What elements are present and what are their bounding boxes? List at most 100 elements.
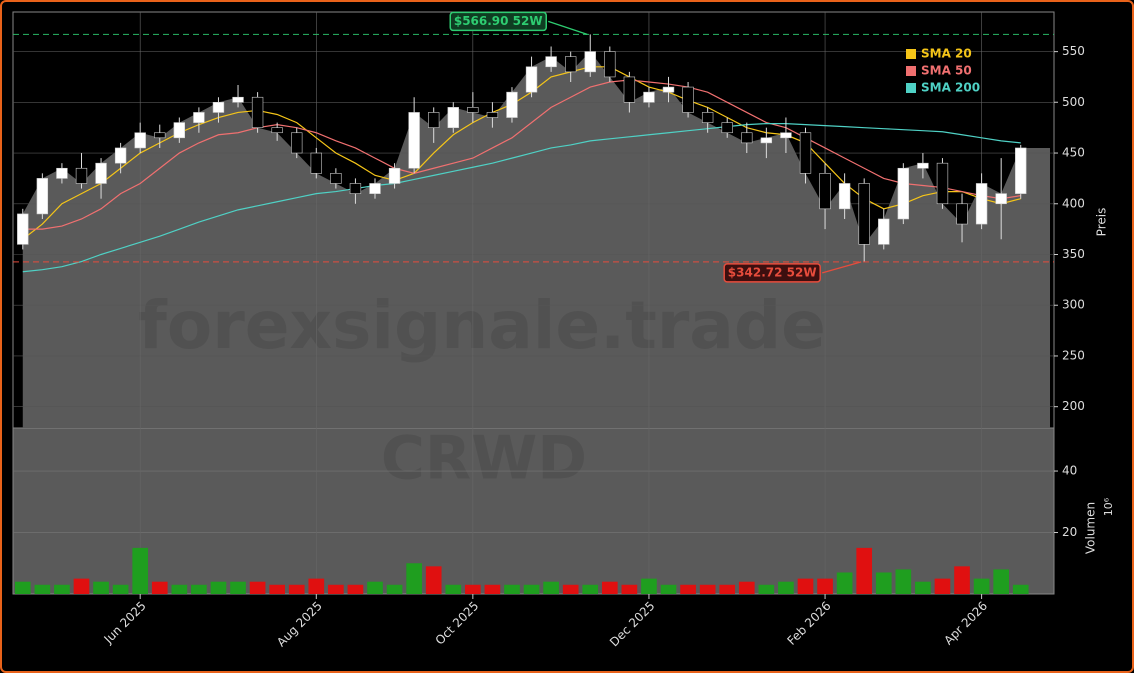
x-tick-label: Oct 2025 <box>433 599 482 648</box>
y-tick-label: 500 <box>1062 95 1085 109</box>
candle-body <box>584 51 596 73</box>
volume-bar <box>582 584 599 594</box>
candle-body <box>564 56 577 73</box>
y-tick-label: 200 <box>1062 399 1085 413</box>
candle-body <box>780 132 792 139</box>
volume-bar <box>171 584 188 594</box>
volume-bar <box>895 569 912 594</box>
legend-swatch <box>906 66 916 76</box>
volume-bar <box>210 581 227 594</box>
volume-bar <box>347 584 364 594</box>
volume-bar <box>562 584 579 594</box>
volume-bar <box>14 581 31 594</box>
candle-body <box>447 107 459 128</box>
volume-bar <box>230 581 246 594</box>
y-tick-label: 250 <box>1062 348 1085 362</box>
y-tick-label: 40 <box>1062 464 1077 478</box>
candle-body <box>232 96 244 103</box>
candle-body <box>604 51 616 78</box>
volume-bar <box>954 566 970 594</box>
candle-body <box>193 112 205 123</box>
volume-bar <box>601 581 618 594</box>
volume-bar <box>367 581 383 594</box>
candle-body <box>349 183 362 194</box>
volume-multiplier: 10⁶ <box>1102 497 1115 516</box>
x-tick-label: Feb 2026 <box>784 599 833 648</box>
candle-body <box>760 137 773 144</box>
candle-body <box>741 132 753 144</box>
candle-body <box>212 102 225 113</box>
candle-body <box>408 112 420 169</box>
annotation-label: $342.72 52W <box>728 265 817 279</box>
sma-line <box>22 123 1021 273</box>
volume-bar <box>758 584 775 594</box>
candle-body <box>838 183 851 210</box>
volume-bar <box>386 584 403 594</box>
candle-body <box>369 183 381 194</box>
annotation-box <box>723 263 821 283</box>
price-area <box>22 51 1051 428</box>
candle-body <box>330 173 342 184</box>
candle-body <box>428 112 440 128</box>
volume-bar <box>504 584 520 594</box>
volume-bar <box>288 584 305 594</box>
candle-body <box>701 112 714 123</box>
annotation-arrow <box>822 261 862 274</box>
y-tick-label: 450 <box>1062 146 1085 160</box>
volume-bar <box>543 581 559 594</box>
legend-label: SMA 20 <box>921 47 972 61</box>
legend-swatch <box>906 83 916 93</box>
sma-line <box>22 66 1021 240</box>
candle-body <box>310 152 322 174</box>
volume-bar <box>249 581 266 594</box>
candle-body <box>17 213 29 245</box>
legend-label: SMA 50 <box>921 64 972 78</box>
volume-bar <box>719 584 736 594</box>
annotation-box <box>449 11 547 32</box>
watermark: forexsignale.trade <box>138 287 826 364</box>
candle-body <box>525 66 538 93</box>
volume-bar <box>856 547 873 594</box>
volume-bar <box>112 584 129 594</box>
candle-body <box>917 162 929 169</box>
x-tick-label: Aug 2025 <box>274 599 325 650</box>
candle-body <box>56 167 68 179</box>
volume-bar <box>699 584 716 594</box>
volume-bar <box>34 584 51 594</box>
volume-bar <box>973 578 990 594</box>
volume-bar <box>328 584 344 594</box>
candle-body <box>134 132 146 149</box>
candle-body <box>721 122 733 134</box>
volume-bar <box>132 547 149 594</box>
volume-bar <box>425 566 442 594</box>
candle-body <box>897 167 910 220</box>
volume-bar <box>93 581 109 594</box>
candle-body <box>956 203 968 225</box>
candle-body <box>271 127 283 134</box>
x-tick-label: Jun 2025 <box>101 599 149 647</box>
volume-panel <box>12 427 1055 595</box>
x-tick-label: Dec 2025 <box>607 599 658 650</box>
y-tick-label: 300 <box>1062 298 1085 312</box>
volume-bar <box>778 581 794 594</box>
volume-bar <box>73 578 90 594</box>
volume-bar <box>797 578 814 594</box>
y-tick-label: 350 <box>1062 247 1085 261</box>
volume-bar <box>934 578 951 594</box>
candle-body <box>662 86 675 93</box>
candle-body <box>975 183 988 225</box>
candle-body <box>467 107 479 113</box>
volume-bar <box>308 578 325 594</box>
y-tick-label: 20 <box>1062 525 1077 539</box>
candle-body <box>819 173 831 210</box>
volume-bar <box>484 584 501 594</box>
annotation-label: $566.90 52W <box>454 14 543 28</box>
volume-bar <box>269 584 285 594</box>
candle-body <box>388 167 401 184</box>
volume-bar <box>680 584 696 594</box>
legend-swatch <box>906 49 916 59</box>
volume-bar <box>523 584 540 594</box>
candle-body <box>623 76 636 103</box>
volume-bar <box>817 578 833 594</box>
